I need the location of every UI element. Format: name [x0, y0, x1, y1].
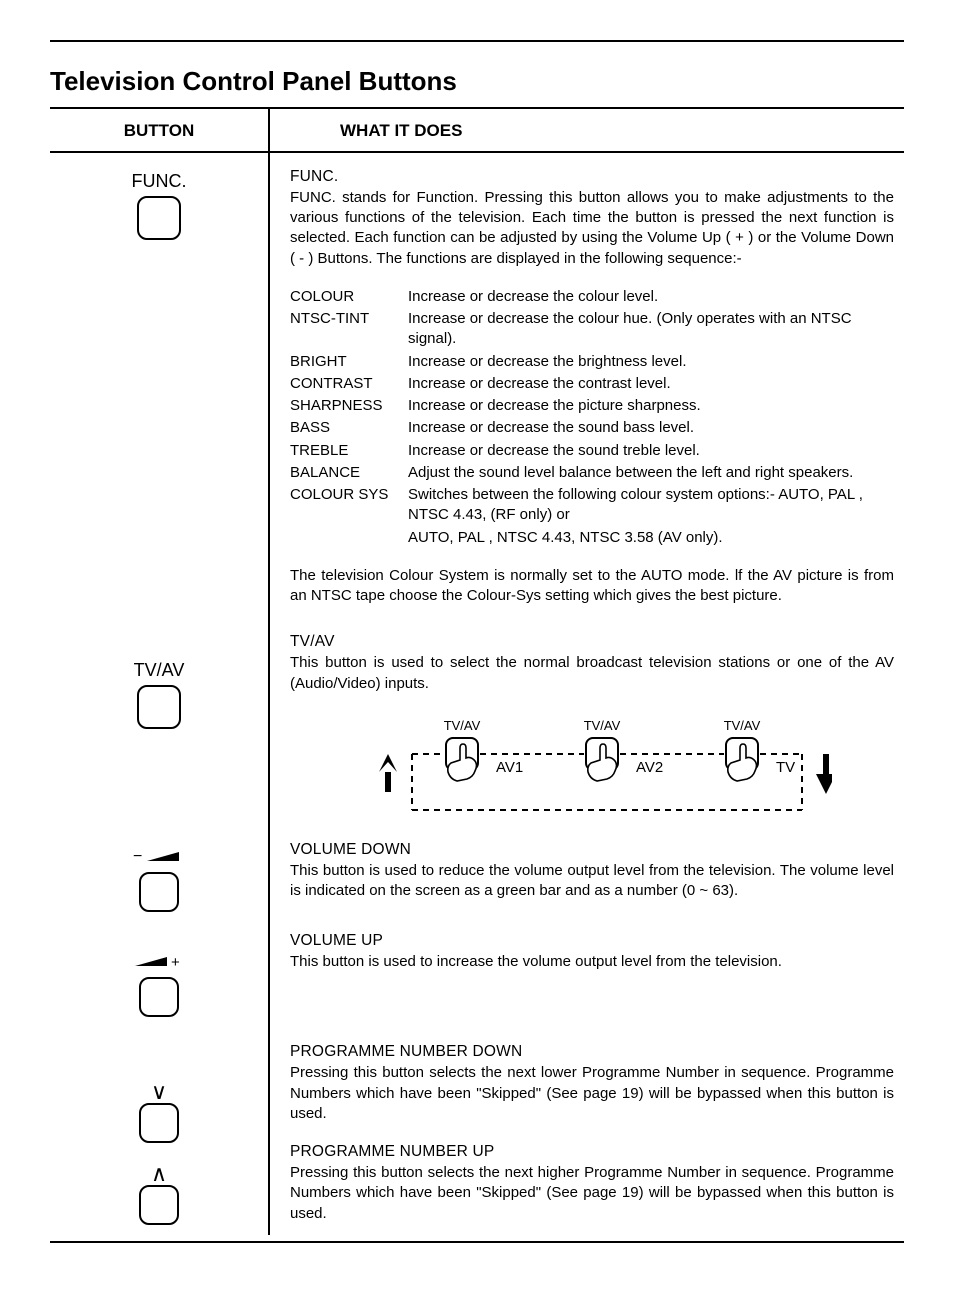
vol-up-button-cell: + [50, 954, 268, 1017]
func-row: CONTRASTIncrease or decrease the contras… [290, 374, 894, 394]
vol-up-heading: VOLUME UP [290, 931, 894, 952]
vol-down-button-icon [139, 872, 179, 912]
tvav-button-label: TV/AV [50, 660, 268, 681]
vol-up-button-icon [139, 977, 179, 1017]
svg-text:TV/AV: TV/AV [724, 718, 761, 733]
func-button-label: FUNC. [50, 171, 268, 192]
tvav-button-cell: TV/AV [50, 660, 268, 729]
func-name: COLOUR SYS [290, 485, 408, 526]
svg-text:AV1: AV1 [496, 759, 523, 776]
func-list: COLOURIncrease or decrease the colour le… [290, 287, 894, 526]
prog-down-button-icon [139, 1103, 179, 1143]
func-name: COLOUR [290, 287, 408, 307]
vol-up-icon: + [129, 954, 189, 975]
func-name: NTSC-TINT [290, 309, 408, 350]
vol-down-icon: − [129, 849, 189, 870]
content-body: FUNC. TV/AV − + [50, 153, 904, 1235]
svg-text:−: − [133, 849, 142, 865]
tvav-section: TV/AV This button is used to select the … [290, 632, 894, 693]
vol-up-body: This button is used to increase the volu… [290, 952, 894, 972]
func-row: TREBLEIncrease or decrease the sound tre… [290, 441, 894, 461]
prog-down-section: PROGRAMME NUMBER DOWN Pressing this butt… [290, 1042, 894, 1124]
func-name: SHARPNESS [290, 396, 408, 416]
vol-up-section: VOLUME UP This button is used to increas… [290, 931, 894, 972]
func-section: FUNC. FUNC. stands for Function. Pressin… [290, 153, 894, 269]
func-row: SHARPNESSIncrease or decrease the pictur… [290, 396, 894, 416]
func-desc: Switches between the following colour sy… [408, 485, 894, 526]
func-row: BASSIncrease or decrease the sound bass … [290, 418, 894, 438]
func-desc: Increase or decrease the picture sharpne… [408, 396, 894, 416]
func-row: COLOUR SYSSwitches between the following… [290, 485, 894, 526]
header-row: BUTTON WHAT IT DOES [50, 109, 904, 151]
svg-text:TV: TV [776, 759, 795, 776]
vol-down-heading: VOLUME DOWN [290, 840, 894, 861]
prog-up-section: PROGRAMME NUMBER UP Pressing this button… [290, 1142, 894, 1224]
func-desc: Adjust the sound level balance between t… [408, 463, 894, 483]
prog-down-body: Pressing this button selects the next lo… [290, 1063, 894, 1124]
func-desc: Increase or decrease the colour hue. (On… [408, 309, 894, 350]
func-desc: Increase or decrease the sound bass leve… [408, 418, 894, 438]
chevron-down-icon: ∨ [50, 1081, 268, 1103]
func-colour-sys-extra: AUTO, PAL , NTSC 4.43, NTSC 3.58 (AV onl… [408, 528, 894, 548]
vol-down-button-cell: − [50, 849, 268, 912]
prog-down-heading: PROGRAMME NUMBER DOWN [290, 1042, 894, 1063]
func-name: BALANCE [290, 463, 408, 483]
prog-down-button-cell: ∨ [50, 1081, 268, 1143]
func-row: BRIGHTIncrease or decrease the brightnes… [290, 352, 894, 372]
func-desc: Increase or decrease the brightness leve… [408, 352, 894, 372]
chevron-up-icon: ∧ [50, 1163, 268, 1185]
func-button-icon [137, 196, 181, 240]
func-row: NTSC-TINTIncrease or decrease the colour… [290, 309, 894, 350]
prog-up-button-cell: ∧ [50, 1163, 268, 1225]
tvav-heading: TV/AV [290, 632, 894, 653]
func-desc: Increase or decrease the sound treble le… [408, 441, 894, 461]
descriptions-column: FUNC. FUNC. stands for Function. Pressin… [270, 153, 904, 1235]
func-note: The television Colour System is normally… [290, 566, 894, 607]
tvav-diagram: TV/AV AV1 TV/AV AV2 TV/AV TV [290, 712, 894, 822]
bottom-rule [50, 1241, 904, 1243]
tvav-button-icon [137, 685, 181, 729]
vol-down-section: VOLUME DOWN This button is used to reduc… [290, 840, 894, 901]
column-header-button: BUTTON [50, 109, 270, 151]
top-rule [50, 40, 904, 42]
svg-text:+: + [171, 954, 180, 970]
func-heading: FUNC. [290, 167, 894, 188]
prog-up-button-icon [139, 1185, 179, 1225]
func-intro: FUNC. stands for Function. Pressing this… [290, 188, 894, 269]
tvav-body: This button is used to select the normal… [290, 653, 894, 694]
svg-text:AV2: AV2 [636, 759, 663, 776]
buttons-column: FUNC. TV/AV − + [50, 153, 270, 1235]
vol-down-body: This button is used to reduce the volume… [290, 861, 894, 902]
func-name: BRIGHT [290, 352, 408, 372]
page-title: Television Control Panel Buttons [50, 66, 904, 97]
func-name: TREBLE [290, 441, 408, 461]
svg-text:TV/AV: TV/AV [444, 718, 481, 733]
func-row: COLOURIncrease or decrease the colour le… [290, 287, 894, 307]
prog-up-heading: PROGRAMME NUMBER UP [290, 1142, 894, 1163]
func-name: BASS [290, 418, 408, 438]
column-header-what: WHAT IT DOES [270, 109, 904, 151]
func-button-cell: FUNC. [50, 153, 268, 240]
func-name: CONTRAST [290, 374, 408, 394]
func-desc: Increase or decrease the contrast level. [408, 374, 894, 394]
func-row: BALANCEAdjust the sound level balance be… [290, 463, 894, 483]
func-colour-sys-extra-row: AUTO, PAL , NTSC 4.43, NTSC 3.58 (AV onl… [290, 528, 894, 548]
prog-up-body: Pressing this button selects the next hi… [290, 1163, 894, 1224]
func-desc: Increase or decrease the colour level. [408, 287, 894, 307]
svg-text:TV/AV: TV/AV [584, 718, 621, 733]
